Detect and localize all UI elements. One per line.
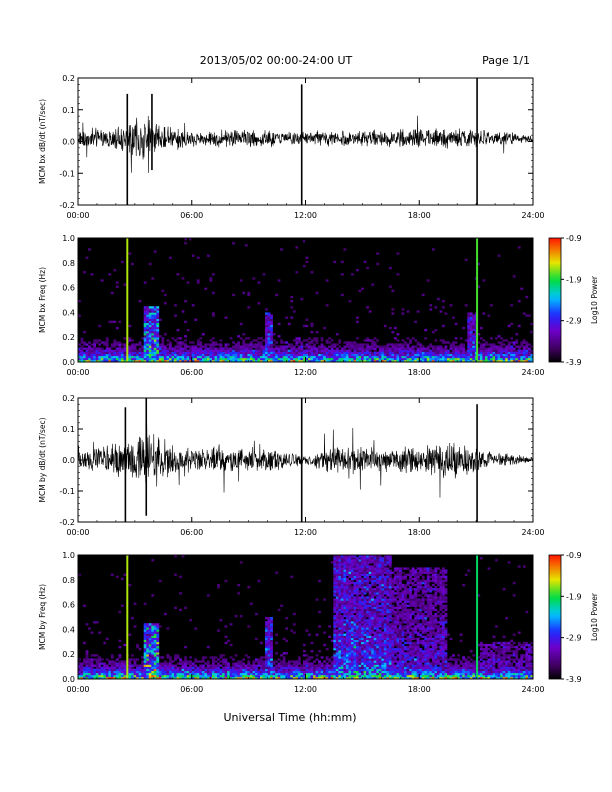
x-tick-label: 12:00 [294, 368, 317, 377]
colorbar-tick-label: -2.9 [566, 634, 582, 643]
y-tick-label: 0.2 [62, 74, 75, 83]
event-line [476, 238, 479, 362]
y-tick-label: -0.2 [59, 201, 75, 210]
page-indicator: Page 1/1 [482, 54, 530, 67]
colorbar-label: Log10 Power [590, 592, 599, 641]
y-tick-label: 0.6 [62, 284, 75, 293]
x-tick-label: 18:00 [408, 685, 431, 694]
y-tick-label: 0.4 [62, 308, 75, 317]
time-axis-label: Universal Time (hh:mm) [224, 711, 357, 724]
colorbar-tick-label: -0.9 [566, 234, 582, 243]
x-tick-label: 12:00 [294, 685, 317, 694]
x-tick-label: 00:00 [66, 368, 89, 377]
y-axis-label: MCM by Freq (Hz) [38, 584, 47, 650]
x-tick-label: 18:00 [408, 368, 431, 377]
x-tick-label: 24:00 [521, 368, 544, 377]
dbdt-panel: -0.2 -0.1 0.0 0.1 0.2 00:00 06:00 12:00 18:00 24:… [38, 394, 545, 537]
y-tick-label: 0.0 [62, 675, 75, 684]
colorbar-tick-label: -1.9 [566, 275, 582, 284]
dbdt-trace [78, 115, 533, 173]
colorbar [548, 554, 562, 680]
x-tick-label: 24:00 [521, 685, 544, 694]
colorbar-tick-label: -3.9 [566, 358, 582, 367]
x-tick-label: 06:00 [180, 528, 203, 537]
y-tick-label: 0.2 [62, 333, 75, 342]
x-tick-label: 18:00 [408, 528, 431, 537]
y-tick-label: 0.4 [62, 625, 75, 634]
y-tick-label: 1.0 [62, 551, 75, 560]
x-tick-label: 00:00 [66, 211, 89, 220]
colorbar-tick-label: -0.9 [566, 551, 582, 560]
x-tick-label: 12:00 [294, 528, 317, 537]
spectrogram-panel: -0.9 -1.9 -2.9 -3.9 Log10 Power 0.0 0.2 0.4 0.6 0… [38, 234, 599, 377]
y-tick-label: 0.2 [62, 394, 75, 403]
colorbar-tick-label: -2.9 [566, 317, 582, 326]
x-tick-label: 00:00 [66, 685, 89, 694]
spectrogram-panel: -0.9 -1.9 -2.9 -3.9 Log10 Power 0.0 0.2 0.4 0.6 0… [38, 551, 599, 694]
figure-title: 2013/05/02 00:00-24:00 UT [200, 54, 353, 67]
colorbar [548, 237, 562, 363]
colorbar-label: Log10 Power [590, 275, 599, 324]
y-tick-label: 0.8 [62, 259, 75, 268]
dbdt-trace [78, 415, 533, 498]
colorbar-tick-label: -1.9 [566, 592, 582, 601]
y-tick-label: 0.8 [62, 576, 75, 585]
spectrogram-cells [78, 238, 534, 363]
spectrogram-cells [78, 555, 534, 680]
y-tick-label: -0.1 [59, 169, 75, 178]
x-tick-label: 24:00 [521, 211, 544, 220]
x-tick-label: 00:00 [66, 528, 89, 537]
panels-group: -0.2 -0.1 0.0 0.1 0.2 00:00 06:00 12:00 18:00 24:… [38, 74, 599, 694]
y-tick-label: 0.0 [62, 138, 75, 147]
y-tick-label: 0.1 [62, 106, 75, 115]
y-tick-label: -0.1 [59, 487, 75, 496]
y-tick-label: 0.0 [62, 456, 75, 465]
y-axis-label: MCM bx Freq (Hz) [38, 267, 47, 333]
colorbar-tick-label: -3.9 [566, 675, 582, 684]
x-tick-label: 18:00 [408, 211, 431, 220]
x-tick-label: 06:00 [180, 368, 203, 377]
y-tick-label: 0.1 [62, 425, 75, 434]
y-tick-label: 0.2 [62, 650, 75, 659]
x-tick-label: 06:00 [180, 685, 203, 694]
y-tick-label: 0.0 [62, 358, 75, 367]
event-line [126, 555, 129, 679]
event-line [126, 238, 129, 362]
y-axis-label: MCM by dB/dt (nT/sec) [38, 417, 47, 502]
x-tick-label: 24:00 [521, 528, 544, 537]
event-line [476, 555, 479, 679]
y-tick-label: 1.0 [62, 234, 75, 243]
y-axis-label: MCM bx dB/dt (nT/sec) [38, 99, 47, 184]
dbdt-panel: -0.2 -0.1 0.0 0.1 0.2 00:00 06:00 12:00 18:00 24:… [38, 74, 545, 220]
y-tick-label: -0.2 [59, 518, 75, 527]
x-tick-label: 12:00 [294, 211, 317, 220]
x-tick-label: 06:00 [180, 211, 203, 220]
y-tick-label: 0.6 [62, 601, 75, 610]
